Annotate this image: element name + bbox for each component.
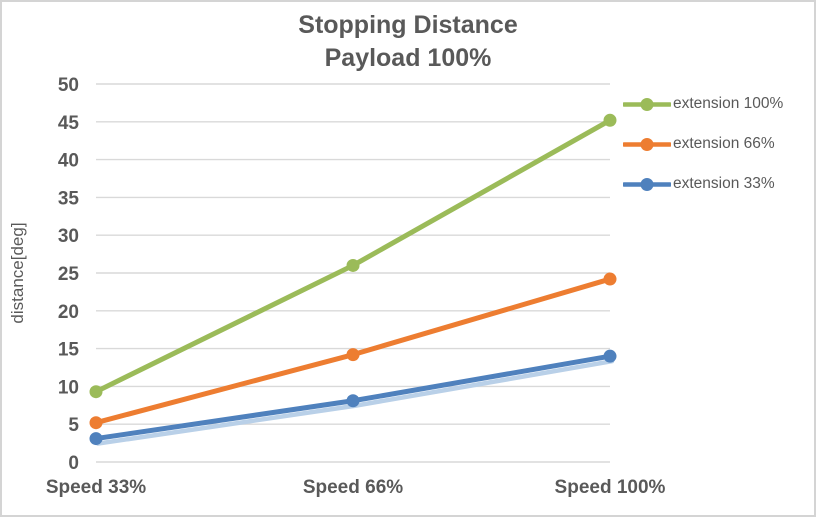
legend-item-extension-33: extension 33%	[623, 164, 783, 204]
y-tick-label: 50	[58, 75, 79, 96]
series-marker-extension-100	[603, 113, 617, 127]
y-tick-label: 45	[58, 113, 80, 134]
x-category-label: Speed 33%	[46, 477, 146, 498]
legend-marker-icon	[623, 177, 671, 191]
legend-item-extension-100: extension 100%	[623, 84, 783, 124]
series-marker-extension-66	[603, 272, 617, 286]
series-marker-extension-33	[346, 394, 360, 408]
y-tick-label: 25	[58, 264, 80, 285]
chart-title: Stopping Distance	[298, 11, 518, 39]
y-tick-label: 35	[58, 188, 80, 209]
series-marker-extension-66	[89, 416, 103, 430]
legend-item-extension-66: extension 66%	[623, 124, 783, 164]
y-tick-label: 15	[58, 340, 80, 361]
series-marker-extension-100	[89, 385, 103, 399]
y-tick-label: 20	[58, 302, 79, 323]
y-tick-label: 30	[58, 226, 79, 247]
y-tick-label: 0	[68, 453, 79, 474]
series-marker-extension-66	[346, 348, 360, 362]
legend-marker-icon	[623, 97, 671, 111]
y-tick-label: 10	[58, 377, 79, 398]
legend-label: extension 66%	[673, 135, 775, 152]
legend-label: extension 100%	[673, 95, 784, 112]
series-marker-extension-33	[89, 432, 103, 446]
chart-subtitle: Payload 100%	[324, 44, 492, 72]
y-axis-title: distance[deg]	[8, 222, 27, 323]
x-category-label: Speed 100%	[555, 477, 666, 498]
legend-label: extension 33%	[673, 175, 775, 192]
series-marker-extension-33	[603, 349, 617, 363]
series-marker-extension-100	[346, 258, 360, 272]
legend: extension 100% extension 66% extension 33%	[623, 84, 783, 204]
legend-marker-icon	[623, 137, 671, 151]
y-tick-label: 5	[68, 415, 79, 436]
x-category-label: Speed 66%	[303, 477, 403, 498]
y-tick-label: 40	[58, 151, 79, 172]
